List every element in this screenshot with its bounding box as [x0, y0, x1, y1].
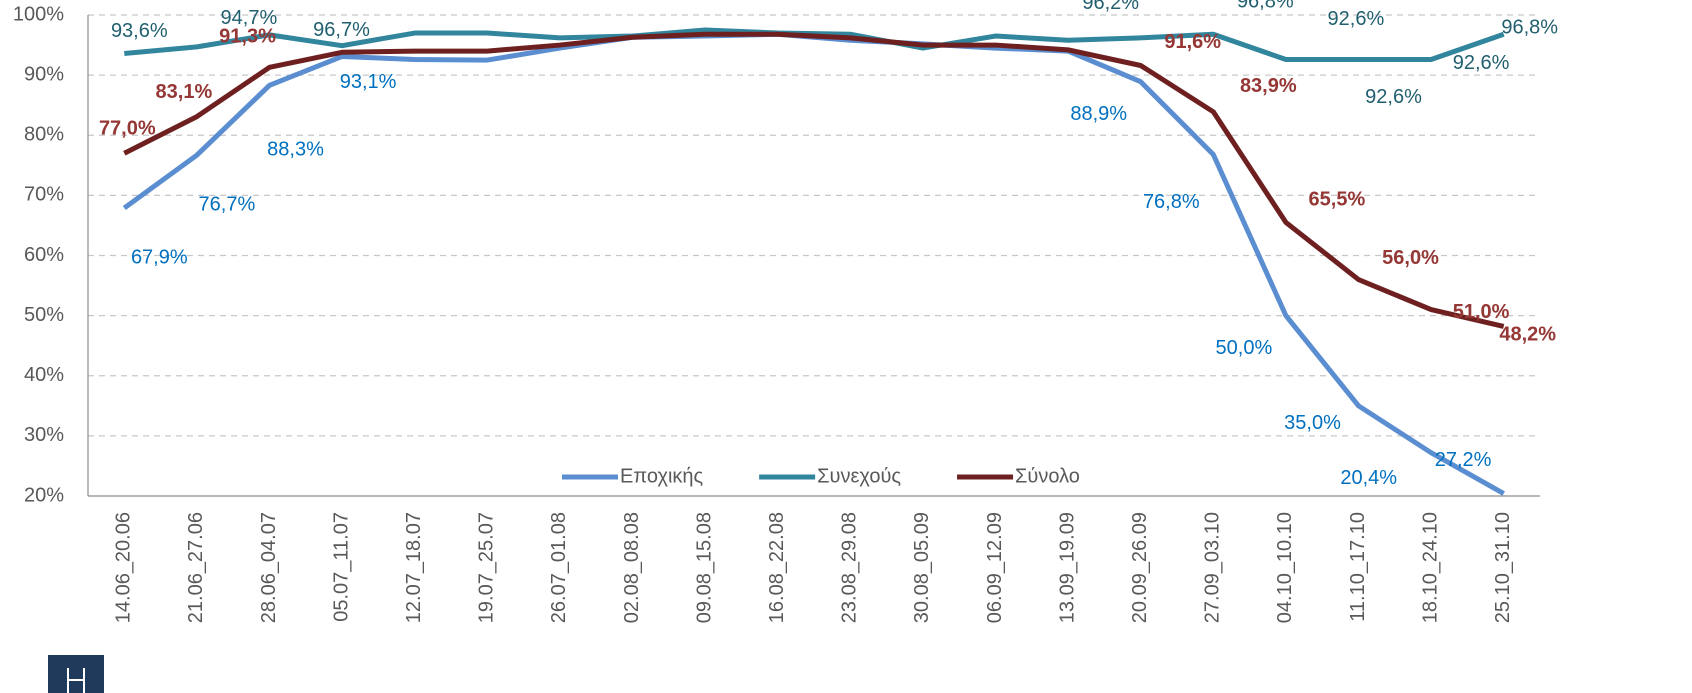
data-label: 27,2%	[1435, 449, 1492, 471]
data-label: 93,1%	[340, 71, 397, 93]
x-tick-label: 21.06_27.06	[185, 512, 207, 623]
data-label: 92,6%	[1453, 52, 1510, 74]
y-tick-label: 60%	[24, 244, 64, 266]
x-tick-label: 26.07_01.08	[548, 512, 570, 623]
data-label: 48,2%	[1499, 324, 1556, 346]
data-label: 92,6%	[1365, 86, 1422, 108]
x-tick-label: 16.08_22.08	[766, 512, 788, 623]
data-label: 56,0%	[1382, 247, 1439, 269]
x-tick-label: 06.09_12.09	[984, 512, 1006, 623]
data-label: 92,6%	[1328, 8, 1385, 30]
x-tick-label: 18.10_24.10	[1419, 512, 1441, 623]
x-tick-label: 02.08_08.08	[621, 512, 643, 623]
x-tick-label: 09.08_15.08	[693, 512, 715, 623]
data-label: 77,0%	[99, 118, 156, 140]
data-label: 83,9%	[1240, 75, 1297, 97]
x-tick-label: 13.09_19.09	[1056, 512, 1078, 623]
data-label: 96,2%	[1082, 0, 1139, 14]
data-label: 88,3%	[267, 139, 324, 161]
x-tick-label: 23.08_29.08	[839, 512, 861, 623]
x-tick-label: 28.06_04.07	[258, 512, 280, 623]
legend-label: Εποχικής	[620, 465, 704, 487]
data-label: 91,3%	[219, 26, 276, 48]
data-label: 96,7%	[313, 19, 370, 41]
y-tick-label: 90%	[24, 63, 64, 85]
y-tick-label: 20%	[24, 484, 64, 506]
data-label: 67,9%	[131, 246, 188, 268]
data-label: 97,5%	[729, 0, 786, 2]
x-tick-label: 11.10_17.10	[1347, 512, 1369, 622]
legend-label: Συνεχούς	[817, 465, 901, 487]
x-tick-label: 19.07_25.07	[476, 512, 498, 623]
data-label: 93,6%	[111, 20, 168, 42]
data-label: 76,7%	[199, 193, 256, 215]
data-label: 88,9%	[1070, 103, 1127, 125]
data-label: 91,6%	[1164, 31, 1221, 53]
data-label: 96,8%	[1237, 0, 1294, 13]
x-tick-label: 27.09_03.10	[1202, 512, 1224, 623]
data-label: 51,0%	[1453, 301, 1510, 323]
data-label: 83,1%	[156, 81, 213, 103]
y-tick-label: 30%	[24, 424, 64, 446]
logo	[48, 655, 104, 693]
x-tick-label: 05.07_11.07	[330, 512, 352, 622]
x-tick-label: 12.07_18.07	[403, 512, 425, 623]
y-tick-label: 100%	[13, 3, 64, 25]
x-tick-label: 25.10_31.10	[1492, 512, 1514, 623]
data-label: 35,0%	[1284, 412, 1341, 434]
x-tick-label: 30.08_05.09	[911, 512, 933, 623]
series-line	[123, 31, 1505, 329]
y-tick-label: 40%	[24, 364, 64, 386]
data-label: 76,8%	[1143, 191, 1200, 213]
legend-label: Σύνολο	[1015, 465, 1080, 487]
data-label: 65,5%	[1309, 189, 1366, 211]
data-label: 96,8%	[1501, 17, 1558, 39]
y-tick-label: 70%	[24, 184, 64, 206]
x-tick-label: 14.06_20.06	[113, 512, 135, 623]
x-tick-label: 04.10_10.10	[1274, 512, 1296, 623]
x-tick-label: 20.09_26.09	[1129, 512, 1151, 623]
data-label: 20,4%	[1340, 467, 1397, 489]
y-tick-label: 50%	[24, 304, 64, 326]
data-label: 94,7%	[221, 7, 278, 29]
y-tick-label: 80%	[24, 124, 64, 146]
data-label: 50,0%	[1216, 337, 1273, 359]
